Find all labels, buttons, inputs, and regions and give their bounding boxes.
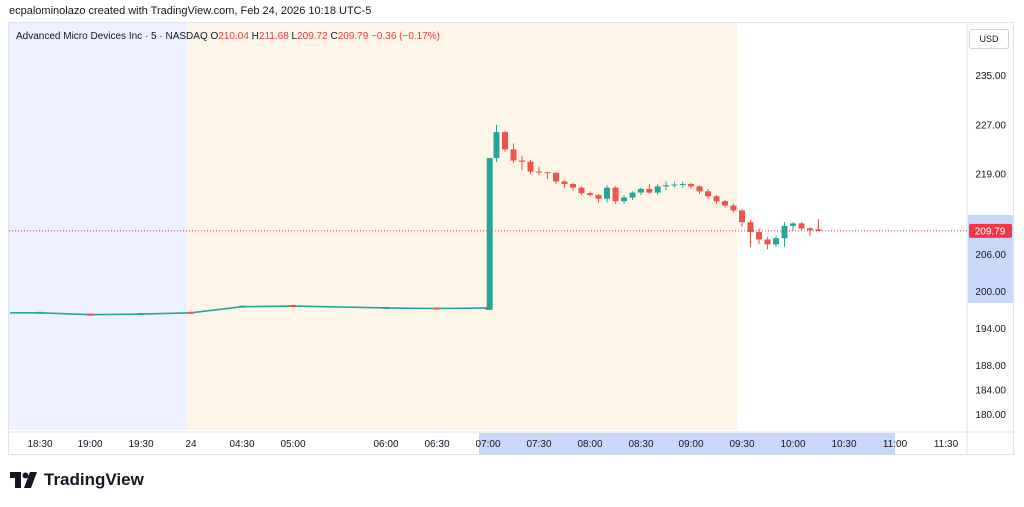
high-value: 211.68 <box>258 31 289 42</box>
candle-body <box>486 158 493 310</box>
candle-body <box>604 187 610 199</box>
last-price-label: 209.79 <box>975 226 1006 237</box>
candle-body <box>570 183 576 188</box>
candle-body <box>781 225 788 239</box>
candle-body <box>578 187 585 194</box>
candle-body <box>815 229 822 231</box>
early-series-point <box>188 311 194 314</box>
x-tick-label: 07:30 <box>526 439 551 450</box>
x-tick-label: 05:00 <box>280 439 305 450</box>
candle-body <box>621 197 627 202</box>
candle-body <box>807 228 813 231</box>
open-value: 210.04 <box>218 31 249 42</box>
y-tick-label: 180.00 <box>975 410 1006 421</box>
x-tick-label: 10:00 <box>780 439 805 450</box>
y-tick-label: 206.00 <box>975 250 1006 261</box>
low-label: L <box>291 31 298 42</box>
close-value: 209.79 <box>337 31 369 42</box>
x-tick-label: 19:00 <box>77 439 102 450</box>
candle-body <box>527 161 534 172</box>
candle-body <box>595 195 602 199</box>
candle-body <box>561 181 568 184</box>
candle-body <box>510 149 517 161</box>
x-tick-label: 11:00 <box>883 439 908 450</box>
candle-body <box>790 223 796 226</box>
early-series-line <box>10 305 489 316</box>
candle-body <box>679 183 686 185</box>
candle-body <box>671 184 678 186</box>
time-axis-range-highlight <box>479 433 895 455</box>
x-tick-label: 07:00 <box>475 439 500 450</box>
candle-body <box>730 205 737 211</box>
y-tick-label: 235.00 <box>975 71 1006 82</box>
candle-body <box>764 239 771 245</box>
early-series-point <box>290 305 296 308</box>
early-series-point <box>87 313 93 316</box>
symbol-legend: Advanced Micro Devices Inc · 5 · NASDAQ … <box>16 31 440 42</box>
x-tick-label: 08:00 <box>577 439 602 450</box>
candle-body <box>705 191 711 197</box>
candle-body <box>773 238 779 245</box>
close-label: C <box>330 31 338 42</box>
x-tick-label: 10:30 <box>831 439 856 450</box>
candle-body <box>536 171 542 173</box>
candle-body <box>713 196 720 202</box>
y-tick-label: 219.00 <box>975 170 1006 181</box>
x-tick-label: 06:00 <box>373 439 398 450</box>
y-tick-label: 200.00 <box>975 287 1006 298</box>
candle-body <box>502 132 508 150</box>
x-tick-label: 09:30 <box>729 439 754 450</box>
candle-body <box>654 186 661 193</box>
candle-body <box>722 201 728 206</box>
symbol-name[interactable]: Advanced Micro Devices Inc · 5 · NASDAQ <box>16 31 208 42</box>
currency-button[interactable]: USD <box>969 29 1009 49</box>
candle-body <box>612 187 619 202</box>
x-tick-label: 04:30 <box>229 439 254 450</box>
candle-body <box>629 192 636 198</box>
pre-market-background <box>187 23 737 430</box>
tradingview-logo-icon <box>10 472 37 488</box>
y-tick-label: 227.00 <box>975 120 1006 131</box>
candle-body <box>696 186 703 192</box>
early-series-point <box>138 313 144 316</box>
candle-body <box>739 210 745 223</box>
change-value: −0.36 (−0.17%) <box>371 31 441 42</box>
x-tick-label: 06:30 <box>424 439 449 450</box>
chart-attribution: ecpalominolazo created with TradingView.… <box>9 5 372 17</box>
candle-body <box>663 185 669 187</box>
y-tick-label: 184.00 <box>975 385 1006 396</box>
high-label: H <box>251 31 259 42</box>
early-series-point <box>37 311 43 314</box>
candle-body <box>587 193 593 196</box>
candle-body <box>519 160 525 162</box>
tradingview-logo[interactable]: TradingView <box>10 470 144 490</box>
early-series-point <box>434 307 440 310</box>
tradingview-wordmark: TradingView <box>44 470 144 489</box>
x-tick-label: 09:00 <box>678 439 703 450</box>
x-tick-label: 11:30 <box>934 439 959 450</box>
candle-body <box>493 132 500 159</box>
candle-body <box>688 183 694 187</box>
x-tick-label: 08:30 <box>628 439 653 450</box>
candle-body <box>553 172 559 182</box>
last-price-marker <box>969 223 1012 238</box>
x-tick-label: 19:30 <box>128 439 153 450</box>
post-market-background <box>9 23 187 430</box>
low-value: 209.72 <box>297 31 328 42</box>
y-tick-label: 188.00 <box>975 361 1006 372</box>
candle-body <box>544 172 551 174</box>
candle-body <box>756 232 762 240</box>
x-tick-label: 18:30 <box>27 439 52 450</box>
candle-body <box>798 223 805 229</box>
candle-body <box>638 188 644 193</box>
early-series-point <box>383 306 389 309</box>
candle-body <box>646 188 653 193</box>
early-series-point <box>239 305 245 308</box>
candle-body <box>747 222 754 233</box>
y-tick-label: 194.00 <box>975 324 1006 335</box>
x-tick-label: 24 <box>185 439 197 450</box>
open-label: O <box>210 31 219 42</box>
